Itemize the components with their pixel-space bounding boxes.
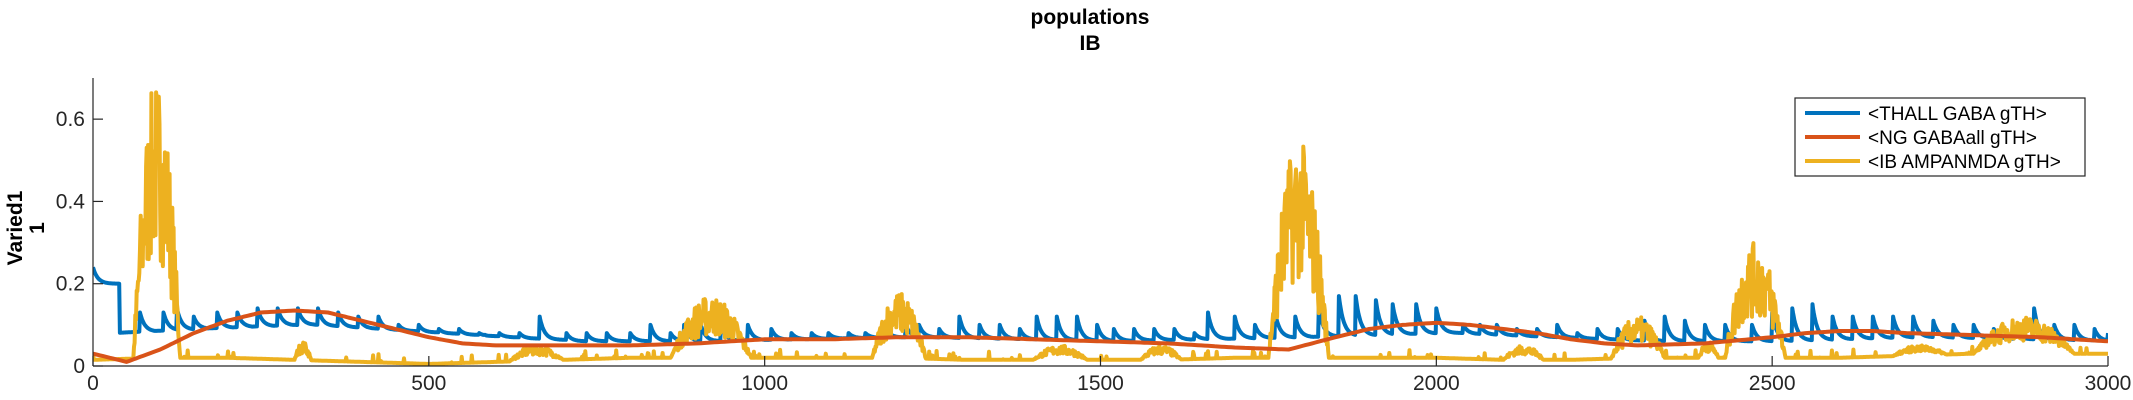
x-tick-label: 2500 — [1749, 372, 1796, 395]
x-tick-label: 3000 — [2085, 372, 2132, 395]
chart-title: populations IB — [1031, 6, 1150, 55]
title-line-2: IB — [1080, 32, 1101, 55]
y-tick-label: 0.6 — [56, 108, 85, 131]
y-tick-label: 0.2 — [56, 273, 85, 296]
axes: 0 500 1000 1500 2000 2500 3000 0 0.2 0.4 0.6 — [56, 78, 2132, 395]
y-tick-label: 0 — [73, 355, 85, 378]
legend-entry: <THALL GABA gTH> — [1868, 104, 2047, 125]
ylabel-line-2: 1 — [26, 222, 49, 234]
ylabel-line-1: Varied1 — [4, 190, 27, 265]
x-tick-label: 0 — [87, 372, 99, 395]
legend: <THALL GABA gTH> <NG GABAall gTH> <IB AMPA… — [1794, 97, 2086, 177]
x-tick-label: 500 — [411, 372, 446, 395]
y-tick-label: 0.4 — [56, 190, 86, 213]
y-axis-label: Varied1 1 — [4, 190, 49, 265]
x-tick-label: 2000 — [1413, 372, 1460, 395]
title-line-1: populations — [1031, 6, 1150, 29]
legend-entry: <IB AMPANMDA gTH> — [1868, 152, 2061, 173]
x-tick-label: 1000 — [741, 372, 788, 395]
x-tick-label: 1500 — [1077, 372, 1124, 395]
legend-entry: <NG GABAall gTH> — [1868, 128, 2037, 149]
series-line-ng — [93, 308, 2108, 364]
